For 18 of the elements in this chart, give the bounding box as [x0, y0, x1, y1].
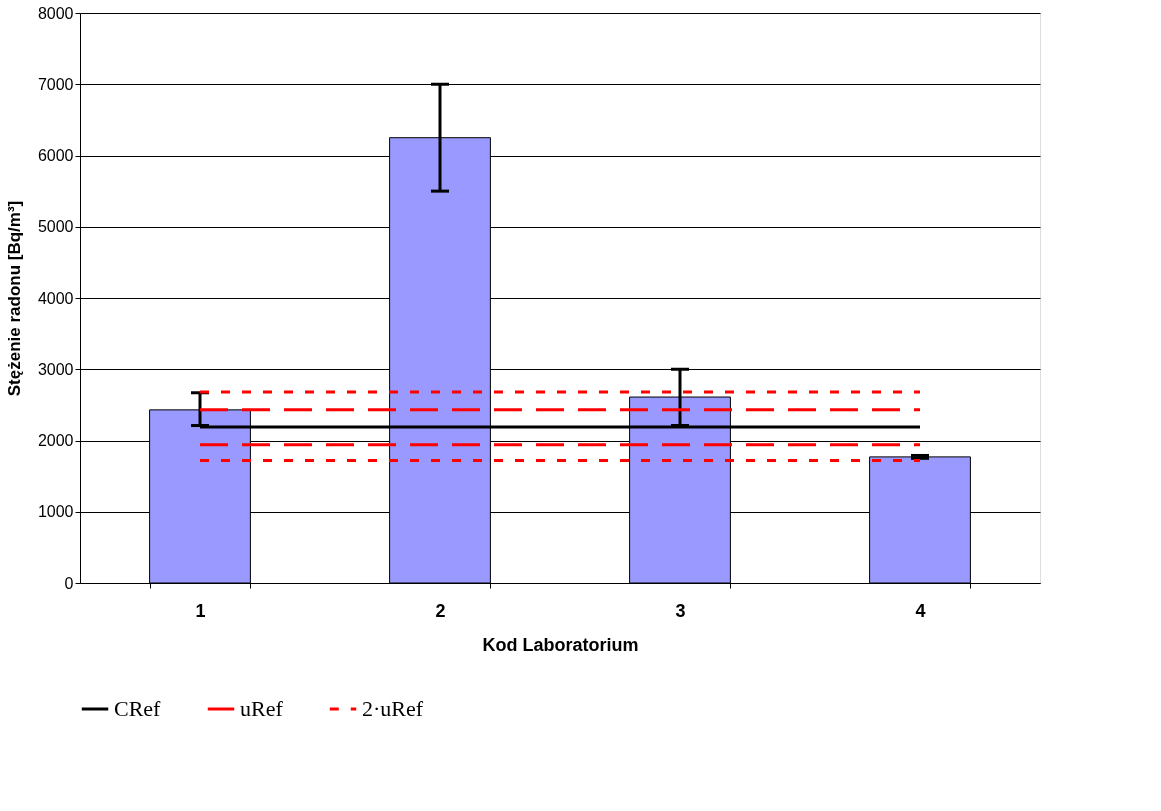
legend-label: CRef [114, 696, 162, 721]
legend-label: uRef [240, 696, 284, 721]
y-axis-title: Stężenie radonu [Bq/m³] [4, 200, 24, 397]
legend-label: 2·uRef [362, 696, 424, 721]
y-tick-label: 2000 [37, 432, 74, 449]
y-tick-label: 5000 [37, 218, 74, 236]
y-tick-label: 6000 [37, 147, 74, 164]
x-tick-label: 1 [195, 600, 206, 621]
y-tick-label: 3000 [37, 360, 74, 378]
x-tick-label: 3 [675, 600, 686, 621]
x-axis-title: Kod Laboratorium [482, 634, 639, 655]
x-tick-label: 2 [435, 600, 446, 621]
y-tick-label: 1000 [37, 503, 74, 521]
y-tick-label: 0 [64, 574, 74, 592]
y-tick-label: 4000 [37, 289, 74, 307]
y-tick-label: 8000 [37, 4, 74, 22]
y-tick-label: 7000 [37, 75, 74, 93]
x-tick-label: 4 [915, 600, 926, 621]
